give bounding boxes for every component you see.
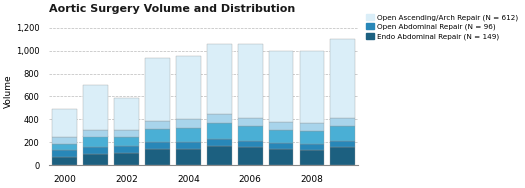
Bar [52,144,77,150]
Bar [207,146,232,165]
Bar [300,131,324,144]
Bar [269,122,293,130]
Bar [238,44,262,118]
Bar [176,119,201,128]
Bar [269,51,293,122]
Bar [145,121,170,129]
Bar [207,114,232,123]
Text: Aortic Surgery Volume and Distribution: Aortic Surgery Volume and Distribution [49,4,296,14]
Bar [238,147,262,165]
Bar [331,147,355,165]
Bar [114,130,139,137]
Bar [145,149,170,165]
Bar [145,58,170,121]
Bar [300,144,324,150]
Bar [145,142,170,149]
Bar [114,146,139,152]
Bar [238,141,262,147]
Bar [300,123,324,131]
Bar [114,137,139,146]
Bar [83,147,108,154]
Bar [331,126,355,141]
Bar [269,143,293,149]
Bar [114,152,139,165]
Y-axis label: Volume: Volume [4,74,13,108]
Bar [176,128,201,142]
Bar [83,85,108,130]
Bar [238,118,262,126]
Bar [176,56,201,119]
Bar [145,129,170,142]
Bar [207,139,232,146]
Bar [300,51,324,123]
Bar [207,123,232,139]
Bar [238,126,262,141]
Bar [83,154,108,165]
Bar [176,149,201,165]
Bar [52,109,77,137]
Bar [52,157,77,165]
Bar [300,150,324,165]
Bar [269,130,293,143]
Bar [114,98,139,130]
Legend: Open Ascending/Arch Repair (N = 612), Open Abdominal Repair (N = 96), Endo Abdom: Open Ascending/Arch Repair (N = 612), Op… [365,13,520,41]
Bar [207,44,232,114]
Bar [331,118,355,126]
Bar [83,136,108,147]
Bar [331,39,355,118]
Bar [269,149,293,165]
Bar [83,130,108,136]
Bar [176,142,201,149]
Bar [52,150,77,157]
Bar [52,137,77,144]
Bar [331,141,355,147]
